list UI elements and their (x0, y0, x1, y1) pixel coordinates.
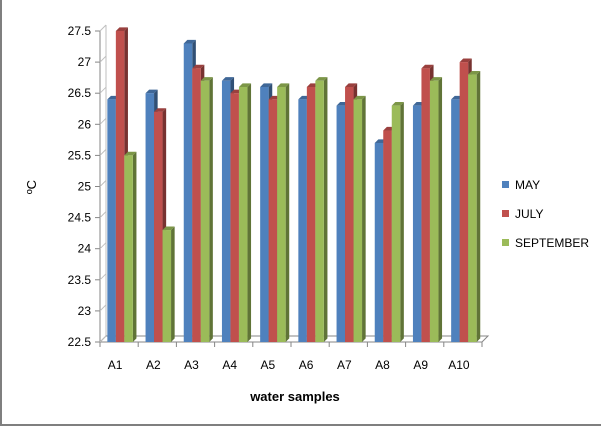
y-axis-title: ºC (24, 180, 39, 194)
x-tick-label-a8: A8 (375, 358, 390, 372)
y-tick-depth (99, 335, 107, 343)
y-tick-depth (99, 180, 107, 187)
legend-label: JULY (515, 207, 543, 221)
legend-label: MAY (515, 178, 540, 192)
y-tick-depth (99, 86, 107, 94)
x-tick-label-a5: A5 (261, 358, 276, 372)
x-tick-label-a4: A4 (222, 358, 237, 372)
bar-september-a4 (238, 83, 252, 342)
x-tick-labels: A1 A2 A3 A4 A5 A6 A7 A8 A9 A10 (99, 342, 483, 372)
bar-september-a7 (353, 95, 366, 342)
x-tick-label-a2: A2 (146, 358, 161, 372)
y-tick-label: 27 (78, 55, 92, 69)
y-tick-label: 22.5 (68, 335, 92, 349)
x-tick-label-a6: A6 (299, 358, 314, 372)
legend: MAY JULY SEPTEMBER (502, 178, 589, 250)
y-tick-depth (99, 24, 107, 32)
legend-swatch (502, 181, 509, 188)
bar-september-a3 (200, 77, 213, 342)
legend-swatch (502, 239, 509, 246)
y-tick-labels: 22.5 23 23.5 24 24.5 25 25.5 26 26.5 27 27.5 (68, 24, 107, 349)
x-tick-label-a9: A9 (413, 358, 428, 372)
bar-september-a6 (315, 77, 328, 342)
x-tick-label-a3: A3 (184, 358, 199, 372)
y-tick-label: 25.5 (68, 148, 92, 162)
y-tick-label: 24 (78, 242, 92, 256)
y-tick-depth (99, 304, 107, 312)
legend-item-may: MAY (502, 178, 540, 192)
y-tick-depth (99, 117, 107, 125)
x-axis-title: water samples (249, 389, 340, 404)
legend-label: SEPTEMBER (515, 236, 589, 250)
y-tick-label: 27.5 (68, 24, 92, 38)
bar-series (107, 27, 481, 343)
x-tick-label-a10: A10 (448, 358, 470, 372)
y-tick-depth (99, 149, 107, 156)
legend-item-july: JULY (502, 207, 543, 221)
bar-september-a8 (391, 102, 404, 342)
y-tick-label: 26.5 (68, 86, 92, 100)
y-tick-label: 23 (78, 304, 92, 318)
y-tick-label: 23.5 (68, 273, 92, 287)
bar-september-a2 (162, 226, 175, 342)
y-tick-depth (99, 273, 107, 281)
legend-swatch (502, 210, 509, 217)
x-tick-label-a7: A7 (337, 358, 352, 372)
x-tick-label-a1: A1 (108, 358, 123, 372)
y-tick-label: 25 (78, 180, 92, 194)
bar-september-a9 (429, 77, 443, 342)
y-tick-label: 26 (78, 117, 92, 131)
bar-september-a1 (124, 151, 137, 342)
y-tick-depth (99, 55, 107, 63)
bar-september-a10 (468, 70, 481, 342)
y-tick-label: 24.5 (68, 211, 92, 225)
bar-september-a5 (277, 83, 290, 342)
y-tick-depth (99, 211, 107, 218)
legend-item-september: SEPTEMBER (502, 236, 589, 250)
y-tick-depth (99, 242, 107, 250)
